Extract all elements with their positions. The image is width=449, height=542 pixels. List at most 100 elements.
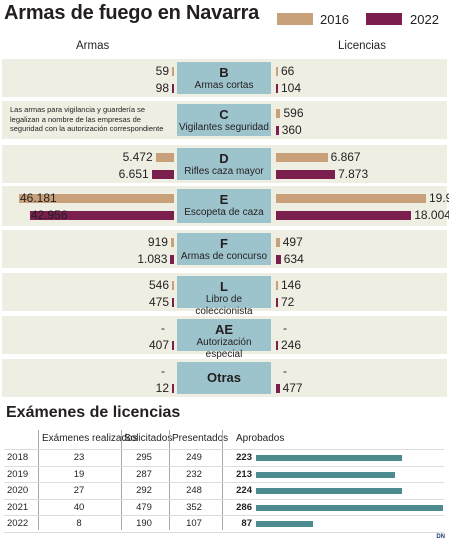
table-realizados: 27: [73, 485, 85, 496]
header-realizados: Exámenes realizados: [42, 433, 138, 444]
table-realizados: 23: [73, 452, 85, 463]
armas-value-2016: 919: [147, 235, 168, 249]
vigilancia-note: Las armas para vigilancia y guardería se…: [10, 105, 164, 133]
armas-value-2016: 46.181: [20, 191, 57, 205]
category-code: L: [220, 279, 228, 294]
table-year: 2019: [7, 468, 29, 480]
licencias-bar-2022: [276, 298, 278, 307]
armas-bar-2016: [19, 194, 174, 203]
table-year: 2022: [7, 518, 29, 529]
header-presentados: Presentados: [172, 433, 229, 444]
licencias-value-2016: 66: [281, 64, 295, 78]
armas-value-2022: 6.651: [118, 167, 149, 181]
table-realizados: 40: [73, 501, 85, 513]
category-box: F Armas de concurso: [177, 233, 271, 265]
column-header-armas: Armas: [76, 40, 110, 52]
licencias-value-2016: 146: [281, 278, 302, 292]
licencias-value-2016: -: [283, 321, 287, 335]
licencias-bar-2022: [276, 84, 278, 93]
table-year: 2018: [7, 452, 29, 463]
licencias-value-2022: 104: [281, 81, 302, 95]
licencias-value-2022: 18.004: [414, 208, 449, 222]
category-code: E: [219, 192, 229, 207]
table-aprobados: 224: [236, 485, 252, 496]
row-divider: [4, 498, 444, 500]
table-aprobados: 286: [236, 501, 252, 513]
table-realizados: 19: [73, 468, 85, 480]
category-code: F: [220, 236, 228, 251]
armas-value-2022: 407: [148, 338, 169, 352]
licencias-bar-2016: [276, 67, 278, 76]
licencias-value-2016: 497: [282, 235, 303, 249]
table-solicitados: 292: [136, 485, 152, 496]
legend-swatch-2016: [277, 13, 313, 25]
row-divider: [4, 531, 444, 533]
legend-label-2022: 2022: [410, 12, 439, 27]
row-divider: [4, 515, 444, 516]
separator: [38, 430, 39, 530]
armas-value-2016: -: [161, 321, 165, 335]
armas-value-2022: 475: [148, 295, 169, 309]
table-solicitados: 287: [136, 468, 152, 480]
table-solicitados: 479: [136, 501, 152, 513]
armas-value-2016: 546: [148, 278, 169, 292]
header-solicitados: Solicitados: [124, 433, 173, 444]
armas-bar-2022: [172, 384, 174, 393]
aprobados-bar: [256, 455, 402, 461]
category-name: Vigilantes seguridad: [179, 122, 269, 133]
legend-swatch-2022: [366, 13, 402, 25]
separator: [222, 430, 223, 530]
table-presentados: 232: [186, 468, 202, 480]
armas-bar-2022: [151, 170, 174, 179]
category-box: Otras: [177, 362, 271, 394]
licencias-bar-2022: [276, 170, 336, 179]
separator: [169, 430, 170, 530]
licencias-bar-2022: [276, 211, 412, 220]
aprobados-bar: [256, 521, 313, 527]
armas-bar-2016: [172, 281, 174, 290]
table-aprobados: 223: [236, 452, 252, 463]
licencias-value-2022: 72: [281, 295, 295, 309]
table-solicitados: 190: [136, 518, 152, 529]
licencias-bar-2022: [276, 255, 281, 264]
table-aprobados: 213: [236, 468, 252, 480]
licencias-bar-2022: [276, 384, 280, 393]
aprobados-bar: [256, 504, 443, 511]
row-divider: [4, 482, 444, 483]
armas-bar-2022: [170, 255, 174, 264]
category-name: Armas de concurso: [180, 251, 268, 262]
licencias-bar-2016: [276, 281, 278, 290]
armas-value-2016: -: [161, 364, 165, 378]
newspaper-logo: DN: [436, 534, 445, 540]
table-year: 2020: [7, 485, 29, 496]
header-aprobados: Aprobados: [236, 433, 285, 444]
armas-value-2022: 1.083: [137, 252, 168, 266]
licencias-value-2016: -: [283, 364, 287, 378]
licencias-value-2016: 6.867: [330, 150, 361, 164]
armas-bar-2022: [172, 298, 174, 307]
separator: [121, 430, 122, 530]
category-code: AE: [214, 322, 234, 337]
armas-value-2016: 59: [155, 64, 169, 78]
armas-value-2022: 42.956: [30, 208, 68, 222]
category-code: C: [219, 107, 229, 122]
category-code: Otras: [207, 370, 241, 385]
category-box: B Armas cortas: [177, 62, 271, 94]
legend-label-2016: 2016: [320, 12, 349, 27]
licencias-value-2022: 477: [282, 381, 303, 395]
category-name: Rifles caza mayor: [184, 166, 264, 177]
table-presentados: 249: [186, 452, 202, 463]
table-presentados: 107: [186, 518, 202, 529]
licencias-bar-2022: [276, 126, 279, 135]
licencias-value-2016: 19.970: [429, 191, 449, 205]
table-year: 2021: [7, 501, 29, 513]
category-box: C Vigilantes seguridad: [177, 104, 271, 136]
row-divider: [4, 465, 444, 467]
category-code: D: [219, 151, 229, 166]
armas-bar-2022: [29, 211, 174, 220]
licencias-bar-2016: [276, 194, 426, 203]
category-name: Libro de coleccionista: [195, 294, 253, 317]
table-solicitados: 295: [136, 452, 152, 463]
licencias-bar-2016: [276, 238, 280, 247]
category-box: E Escopeta de caza: [177, 189, 271, 223]
